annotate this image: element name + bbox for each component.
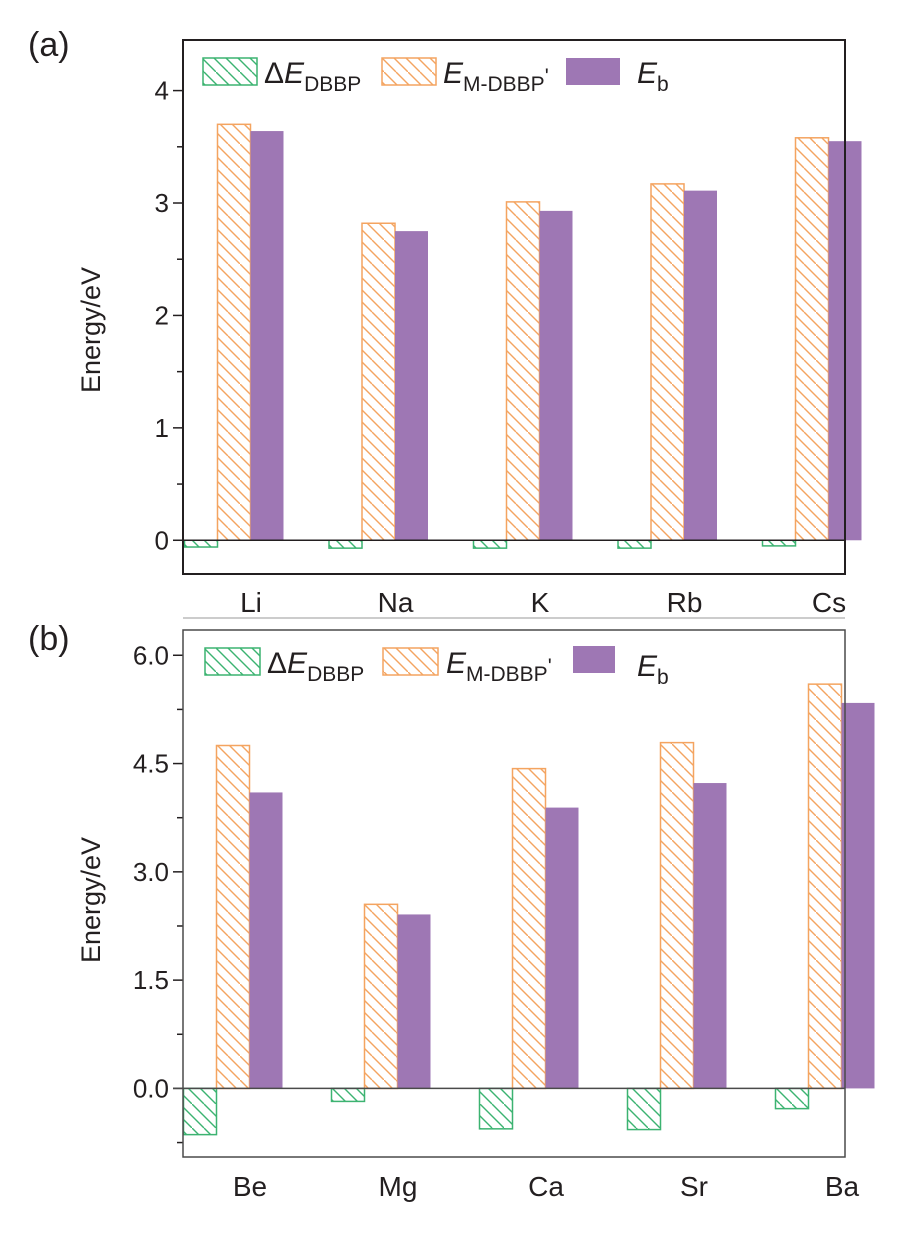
legend-label-e-m-dbbp: EM-DBBP'	[443, 57, 549, 96]
x-categories-b: Be Mg Ca Sr Ba	[233, 1171, 860, 1202]
legend-label-delta-e: ΔEDBBP	[267, 647, 364, 686]
legend-label-e-b: Eb	[637, 57, 669, 96]
bar-delta-e-dbbp-cs	[761, 539, 797, 547]
bar-e-b-ca	[545, 807, 579, 1089]
y-tick-label: 4	[155, 76, 169, 106]
y-tick-label: 4.5	[133, 749, 169, 779]
panel-b: (b) Energy/eV 0.0 1.5 3.0 4.5 6.0 Be Mg Ca Sr Ba…	[28, 620, 875, 1202]
panel-label-b: (b)	[28, 620, 70, 658]
x-category-label: Be	[233, 1171, 267, 1202]
bar-e-m-dbbp-k	[505, 201, 541, 542]
panel-label-a: (a)	[28, 26, 70, 64]
legend-label-e-m-dbbp: EM-DBBP'	[446, 647, 552, 686]
bar-e-b-na	[395, 231, 428, 541]
y-tick-label: 1.5	[133, 965, 169, 995]
bar-delta-e-dbbp-na	[328, 539, 363, 549]
legend-swatch-e-b	[566, 58, 620, 85]
bar-e-b-be	[249, 792, 283, 1089]
bar-e-b-li	[250, 131, 284, 541]
bar-delta-e-dbbp-li	[183, 539, 219, 548]
y-tick-label: 3	[155, 188, 169, 218]
bar-e-m-dbbp-sr	[659, 741, 695, 1090]
y-tick-label: 3.0	[133, 857, 169, 887]
legend-swatch-delta-e	[202, 57, 258, 86]
y-tick-label: 2	[155, 300, 169, 330]
bar-e-b-ba	[841, 702, 875, 1089]
y-tick-label: 6.0	[133, 640, 169, 670]
legend-swatch-delta-e	[204, 647, 261, 676]
bar-e-b-k	[539, 210, 573, 541]
bar-delta-e-dbbp-k	[472, 539, 508, 549]
y-axis-title-a: Energy/eV	[76, 267, 106, 393]
x-categories-a: Li Na K Rb Cs	[240, 587, 846, 618]
x-category-label: Mg	[379, 1171, 418, 1202]
bar-e-m-dbbp-li	[216, 123, 252, 542]
bar-e-m-dbbp-ca	[511, 767, 547, 1090]
bars-b	[182, 683, 875, 1136]
y-tick-label: 0	[155, 525, 169, 555]
x-category-label: Ca	[528, 1171, 564, 1202]
y-axis-title-b: Energy/eV	[76, 837, 106, 963]
bar-delta-e-dbbp-ba	[774, 1087, 810, 1110]
legend-label-delta-e: ΔEDBBP	[264, 57, 361, 96]
bar-delta-e-dbbp-mg	[330, 1087, 366, 1103]
x-category-label: Na	[378, 587, 414, 618]
plot-frame-b	[182, 629, 846, 1158]
bar-delta-e-dbbp-ca	[478, 1087, 514, 1130]
legend-swatch-e-m-dbbp	[382, 647, 439, 676]
y-tick-label: 0.0	[133, 1073, 169, 1103]
bar-e-b-sr	[693, 783, 727, 1089]
y-ticks-b: 0.0 1.5 3.0 4.5 6.0	[133, 640, 183, 1144]
legend-swatch-e-m-dbbp	[381, 57, 437, 86]
bar-delta-e-dbbp-rb	[617, 539, 652, 549]
bar-e-m-dbbp-rb	[650, 183, 685, 542]
panel-a: (a) Energy/eV 0 1 2 3 4 Li Na K Rb Cs ΔEDBBP EM-…	[28, 26, 862, 618]
legend-swatch-e-b	[573, 646, 615, 673]
bar-e-m-dbbp-na	[361, 222, 396, 542]
legend-label-e-b: Eb	[637, 650, 669, 689]
x-category-label: Rb	[667, 587, 703, 618]
bar-e-m-dbbp-mg	[363, 903, 399, 1090]
legend-b: ΔEDBBP EM-DBBP' Eb	[204, 646, 669, 689]
bar-e-m-dbbp-ba	[807, 683, 843, 1090]
x-category-label: Cs	[812, 587, 846, 618]
x-category-label: Sr	[680, 1171, 708, 1202]
bar-delta-e-dbbp-be	[182, 1087, 218, 1136]
bar-e-b-mg	[397, 914, 431, 1089]
x-category-label: Li	[240, 587, 262, 618]
bar-delta-e-dbbp-sr	[626, 1087, 662, 1131]
x-category-label: K	[531, 587, 550, 618]
y-tick-label: 1	[155, 413, 169, 443]
x-category-label: Ba	[825, 1171, 860, 1202]
y-ticks-a: 0 1 2 3 4	[155, 76, 183, 555]
bar-e-m-dbbp-cs	[794, 137, 830, 542]
legend-a: ΔEDBBP EM-DBBP' Eb	[202, 57, 669, 96]
plot-frame-a	[182, 39, 846, 575]
bar-e-b-rb	[684, 190, 717, 541]
bars-a	[183, 123, 862, 549]
bar-e-m-dbbp-be	[215, 744, 251, 1090]
